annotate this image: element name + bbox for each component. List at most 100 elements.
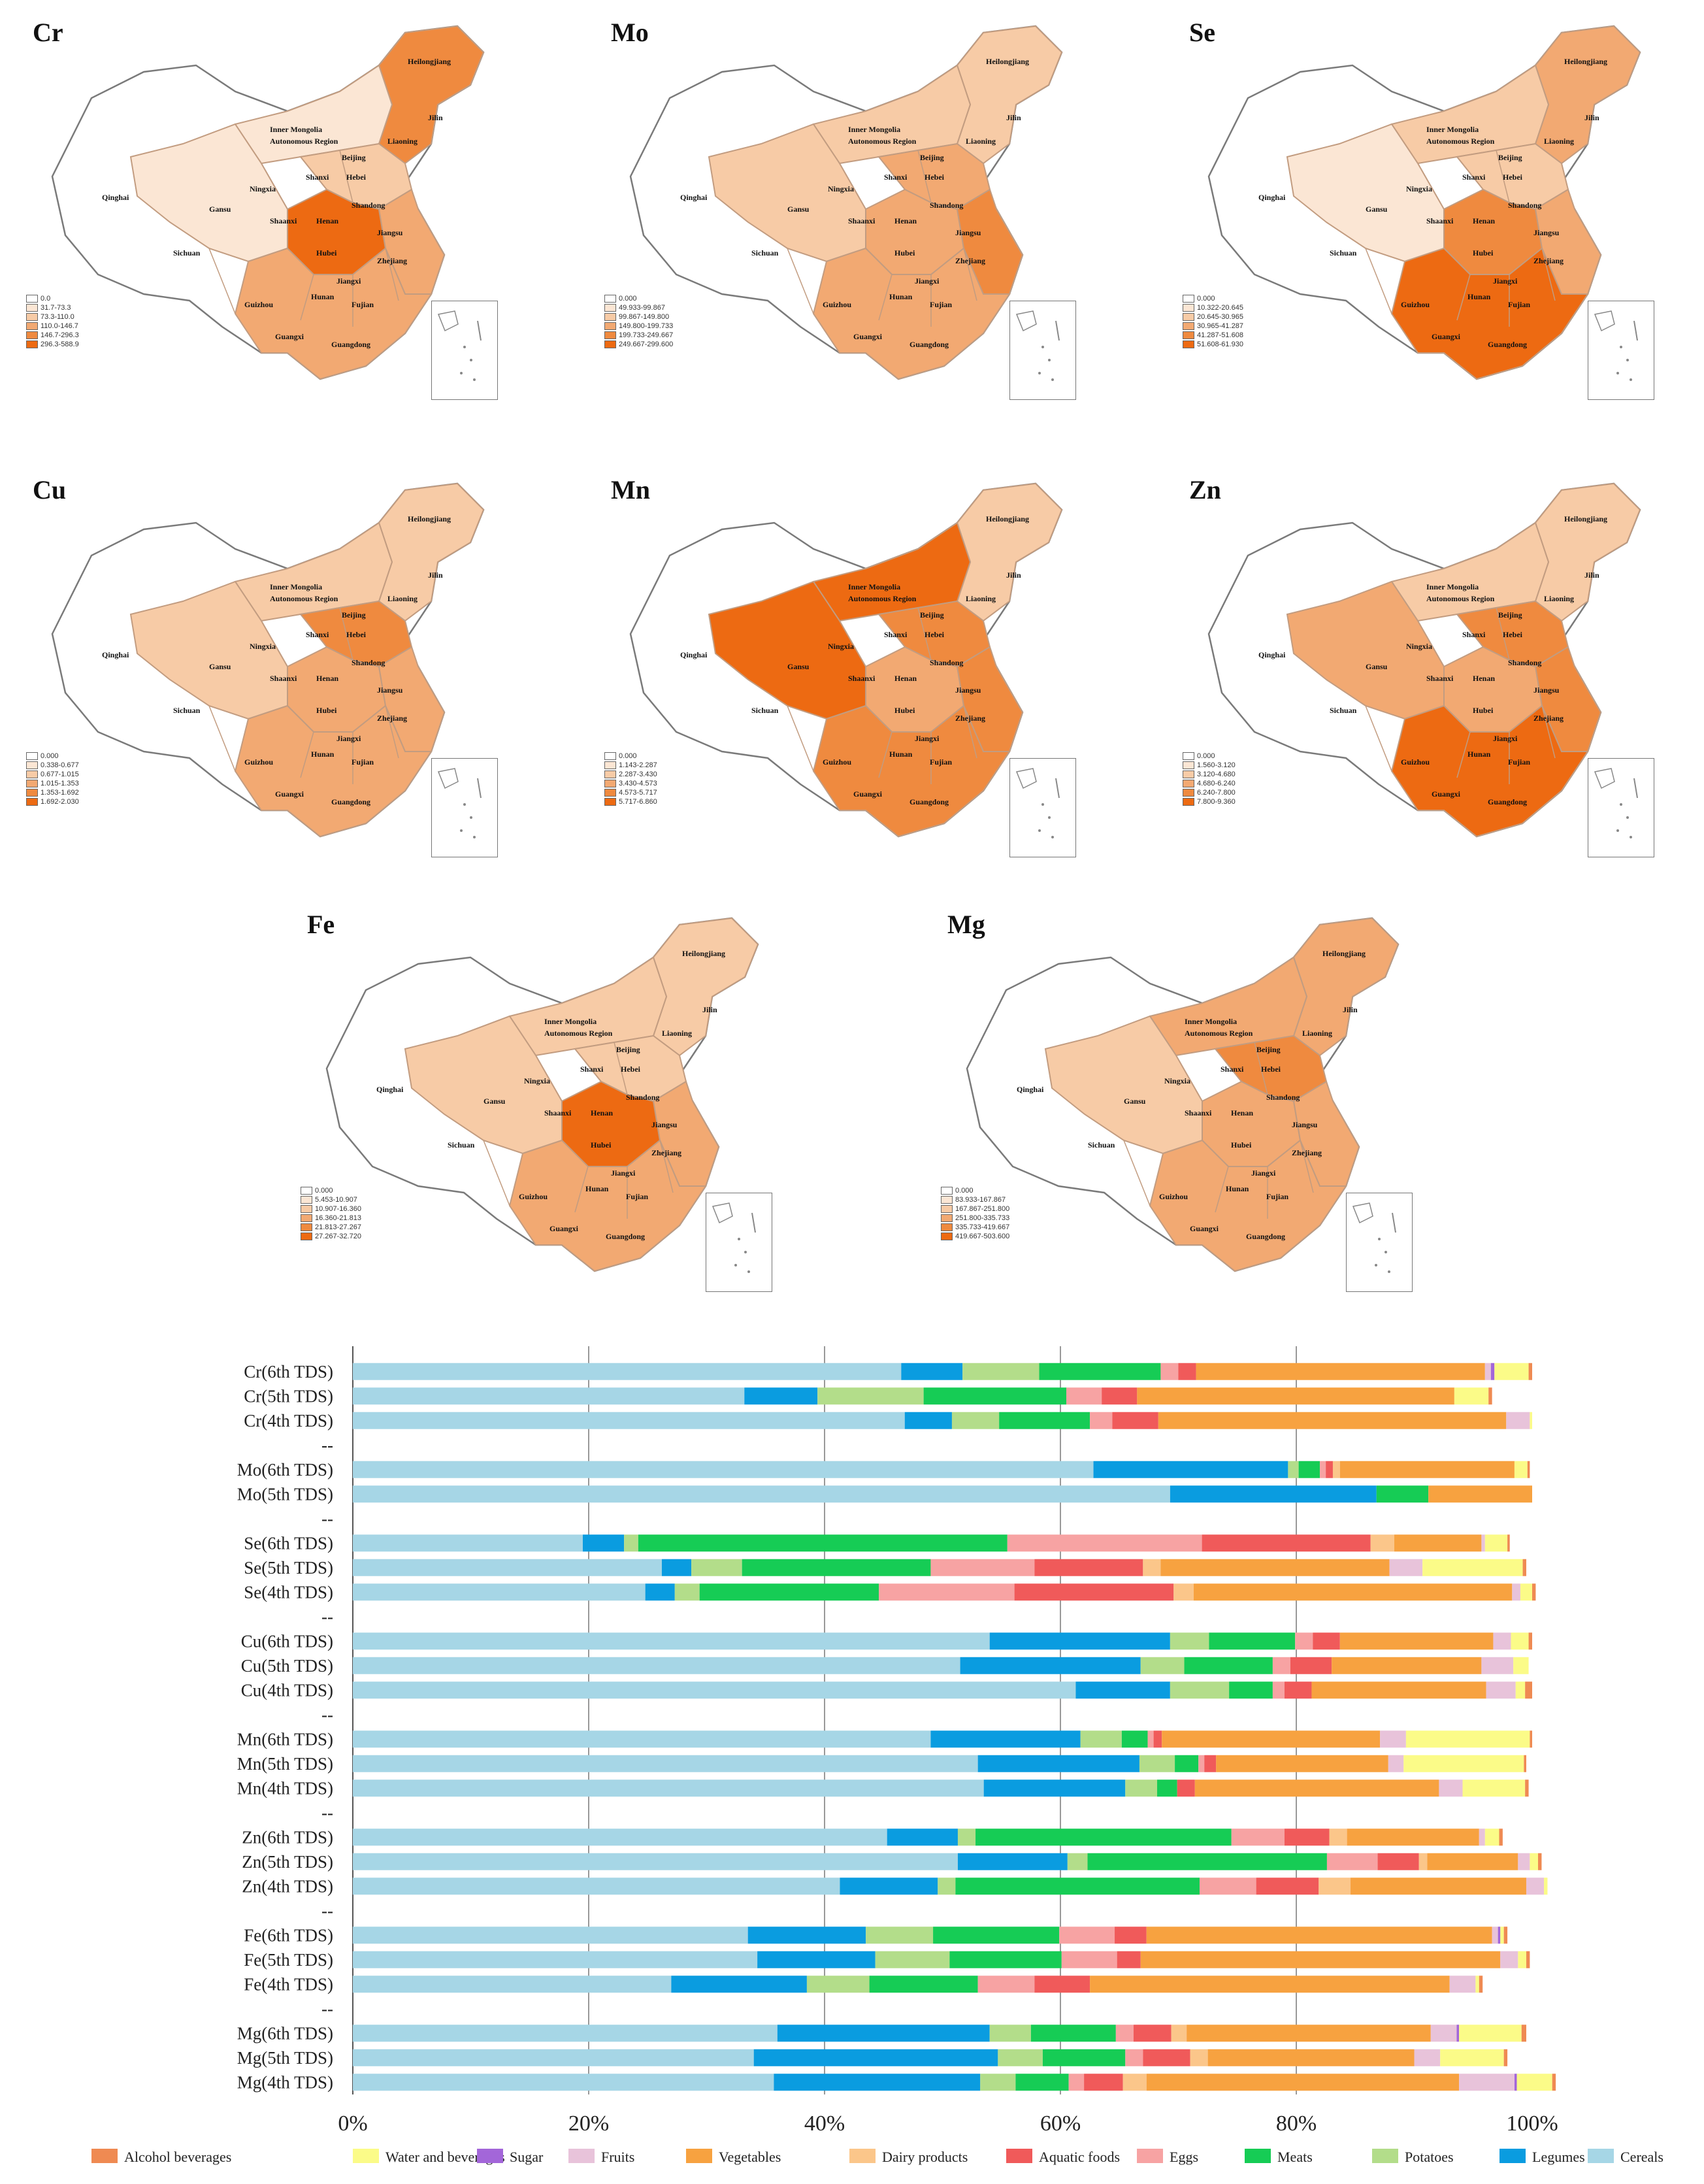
- province-label: Jiangxi: [336, 276, 361, 286]
- province-label: Hebei: [1503, 630, 1522, 639]
- bar-segment: [1184, 1657, 1273, 1674]
- province-label: Inner Mongolia: [1185, 1017, 1237, 1026]
- bar-segment: [1115, 2025, 1134, 2042]
- bar-segment: [1459, 2074, 1515, 2091]
- province-label: Shanxi: [580, 1065, 604, 1074]
- province-border: [300, 731, 314, 778]
- province-label: Shandong: [626, 1093, 660, 1102]
- province-label: Sichuan: [1330, 248, 1357, 257]
- province-border: [1496, 150, 1510, 203]
- bar-segment: [1229, 1681, 1273, 1699]
- province-label: Autonomous Region: [544, 1029, 613, 1038]
- bar-segment: [1102, 1387, 1138, 1405]
- legend-label: 1.143-2.287: [619, 761, 657, 769]
- bar-segment: [1332, 1461, 1340, 1478]
- category-label: Cr(5th TDS): [244, 1386, 333, 1406]
- legend-label: Meats: [1277, 2149, 1313, 2165]
- province-label: Qinghai: [1258, 193, 1286, 202]
- legend-row: 1.143-2.287: [604, 761, 657, 770]
- bar-segment: [1530, 1730, 1532, 1748]
- legend-row: 199.733-249.667: [604, 331, 673, 340]
- bar-segment: [1526, 1951, 1530, 1968]
- legend-row: 7.800-9.360: [1183, 797, 1236, 806]
- province-label: Shaanxi: [1426, 674, 1454, 683]
- legend-row: 1.353-1.692: [26, 788, 79, 797]
- province-label: Jiangxi: [915, 734, 940, 743]
- province-label: Jiangsu: [1533, 686, 1560, 695]
- bar-segment: [1388, 1755, 1404, 1772]
- legend-row: 20.645-30.965: [1183, 312, 1243, 322]
- province-label: Hebei: [346, 630, 366, 639]
- map-region-south: [508, 1139, 707, 1272]
- province-border: [878, 156, 906, 190]
- legend-label: 419.667-503.600: [955, 1233, 1010, 1240]
- province-border: [1175, 1055, 1203, 1102]
- province-border: [1319, 1035, 1347, 1056]
- province-label: Inner Mongolia: [270, 582, 323, 591]
- legend-row: 4.680-6.240: [1183, 779, 1236, 788]
- legend-label: 1.692-2.030: [41, 798, 79, 806]
- province-border: [917, 607, 932, 661]
- province-label: Guizhou: [244, 300, 274, 309]
- bar-segment: [1199, 1878, 1256, 1895]
- legend-row: 146.7-296.3: [26, 331, 79, 340]
- map-legend: 0.0 31.7-73.3 73.3-110.0 110.0-146.7 146.7-2…: [26, 294, 79, 349]
- map-legend: 0.000 0.338-0.677 0.677-1.015 1.015-1.353 1.…: [26, 752, 79, 806]
- bar-segment: [1538, 1853, 1542, 1870]
- bar-segment: [1428, 1485, 1532, 1503]
- map-region-south: [1390, 704, 1589, 838]
- province-label: Jilin: [702, 1005, 717, 1014]
- legend-row: 51.608-61.930: [1183, 340, 1243, 349]
- province-label: Beijing: [920, 610, 944, 620]
- bar-segment: [1121, 1730, 1148, 1748]
- province-label: Beijing: [1256, 1045, 1281, 1054]
- province-label: Sichuan: [448, 1140, 475, 1150]
- bar-segment: [1499, 1828, 1503, 1846]
- bar-segment: [904, 1412, 952, 1429]
- legend-swatch: [1183, 295, 1194, 303]
- bar-segment: [975, 1828, 1232, 1846]
- bar-segment: [353, 1730, 931, 1748]
- province-label: Henan: [316, 674, 339, 683]
- category-label: Mn(4th TDS): [237, 1778, 333, 1798]
- legend-row: 83.933-167.867: [941, 1195, 1009, 1204]
- province-border: [574, 1166, 589, 1213]
- bar-segment: [1039, 1363, 1161, 1380]
- legend-swatch: [26, 761, 38, 769]
- bar-segment: [1068, 2074, 1085, 2091]
- province-label: Beijing: [1498, 153, 1522, 162]
- province-label: Jiangsu: [651, 1120, 678, 1129]
- province-border: [839, 163, 866, 210]
- stacked-bar-chart: Cr(6th TDS) Cr(5th TDS) Cr(4th TDS) -- Mo(6t…: [91, 1346, 1663, 2165]
- legend-swatch: [26, 752, 38, 760]
- province-label: Fujian: [1508, 300, 1531, 309]
- bar-segment: [875, 1951, 950, 1968]
- legend-label: 146.7-296.3: [41, 331, 79, 339]
- category-label: --: [321, 1509, 333, 1529]
- legend-swatch: [604, 304, 616, 312]
- bar-segment: [1351, 1878, 1526, 1895]
- bar-segment: [1157, 1779, 1177, 1797]
- legend-label: 5.453-10.907: [315, 1196, 357, 1204]
- province-label: Sichuan: [751, 248, 779, 257]
- legend-label: 0.000: [619, 295, 637, 303]
- province-label: Shanxi: [306, 173, 329, 182]
- province-label: Guangdong: [1488, 797, 1528, 806]
- province-label: Hubei: [316, 706, 337, 715]
- bar-segment: [1209, 1632, 1296, 1650]
- province-label: Zhejiang: [1533, 714, 1564, 723]
- legend-swatch: [1183, 331, 1194, 339]
- map-panel-mn: Mn Heilongjiang Jilin Liaoning Inner Mongoli…: [591, 471, 1101, 869]
- legend-swatch: [1183, 752, 1194, 760]
- province-border: [659, 1140, 674, 1193]
- bar-segment: [1320, 1461, 1326, 1478]
- province-border: [574, 1048, 602, 1082]
- bar-segment: [949, 1951, 1062, 1968]
- province-border: [404, 601, 432, 621]
- province-label: Hebei: [346, 173, 366, 182]
- map-legend: 0.000 10.322-20.645 20.645-30.965 30.965-41…: [1183, 294, 1243, 349]
- category-label: Mn(5th TDS): [237, 1754, 333, 1774]
- bar-segment: [661, 1559, 692, 1576]
- south-china-sea-inset: [1009, 301, 1076, 400]
- category-label: Zn(5th TDS): [242, 1852, 333, 1872]
